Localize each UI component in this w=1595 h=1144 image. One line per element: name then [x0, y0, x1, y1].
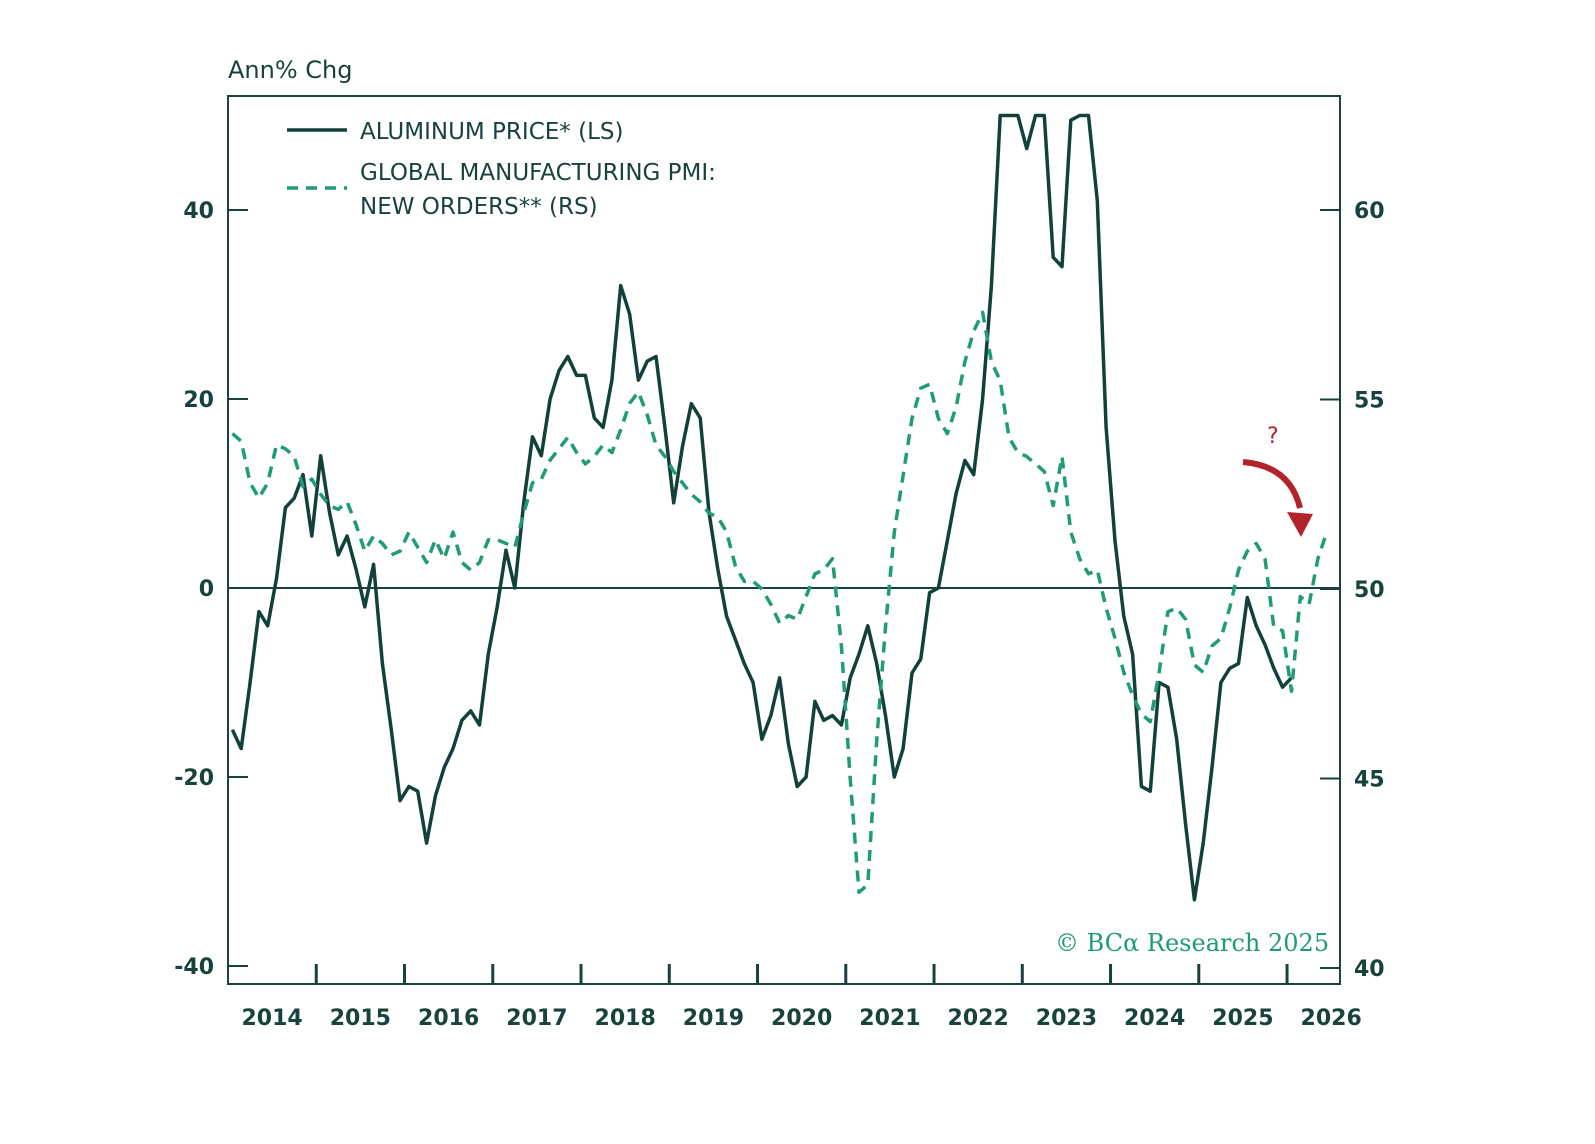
- left-axis-tick-label: 40: [183, 199, 214, 224]
- y-axis-title: Ann% Chg: [228, 56, 352, 84]
- x-axis-tick-label: 2015: [330, 1006, 391, 1031]
- series-group: [230, 113, 1329, 902]
- left-axis-tick-label: 0: [199, 577, 214, 602]
- question-mark-annotation: ?: [1267, 424, 1279, 449]
- aluminum-price-line: [230, 113, 1293, 902]
- right-axis-tick-label: 55: [1354, 389, 1385, 414]
- down-arrow-icon: [1242, 459, 1303, 509]
- legend-label-aluminum: ALUMINUM PRICE* (LS): [360, 119, 623, 145]
- x-axis-tick-label: 2018: [595, 1006, 656, 1031]
- x-axis-tick-label: 2017: [506, 1006, 567, 1031]
- legend: ALUMINUM PRICE* (LS) GLOBAL MANUFACTURIN…: [287, 119, 716, 220]
- axes-group: -40 -20 0 20 40 40 45 50 55 60 2014 2015 2016 2017 201…: [174, 199, 1384, 1031]
- right-axis-tick-label: 40: [1354, 957, 1385, 982]
- forecast-annotation: ?: [1242, 424, 1313, 537]
- right-axis-tick-label: 50: [1354, 578, 1385, 603]
- x-axis-tick-label: 2016: [418, 1006, 479, 1031]
- left-axis-tick-label: -20: [174, 766, 214, 791]
- copyright-watermark: © BCα Research 2025: [1055, 929, 1329, 957]
- x-axis-tick-label: 2025: [1212, 1006, 1273, 1031]
- left-axis-tick-label: -40: [174, 955, 214, 980]
- x-axis-tick-label: 2022: [948, 1006, 1009, 1031]
- x-axis-tick-label: 2026: [1301, 1006, 1362, 1031]
- legend-label-pmi-line1: GLOBAL MANUFACTURING PMI:: [360, 160, 716, 186]
- left-axis-tick-label: 20: [183, 388, 214, 413]
- x-axis-tick-label: 2014: [242, 1006, 303, 1031]
- x-axis-tick-label: 2020: [771, 1006, 832, 1031]
- x-axis-tick-label: 2019: [683, 1006, 744, 1031]
- x-axis-tick-label: 2023: [1036, 1006, 1097, 1031]
- right-axis-tick-label: 45: [1354, 768, 1385, 793]
- x-axis-tick-label: 2021: [859, 1006, 920, 1031]
- legend-label-pmi-line2: NEW ORDERS** (RS): [360, 194, 598, 220]
- pmi-new-orders-line: [231, 310, 1329, 894]
- arrow-head-icon: [1287, 512, 1313, 537]
- x-axis-tick-label: 2024: [1124, 1006, 1185, 1031]
- plot-frame: [227, 95, 1341, 985]
- right-axis-tick-label: 60: [1354, 199, 1385, 224]
